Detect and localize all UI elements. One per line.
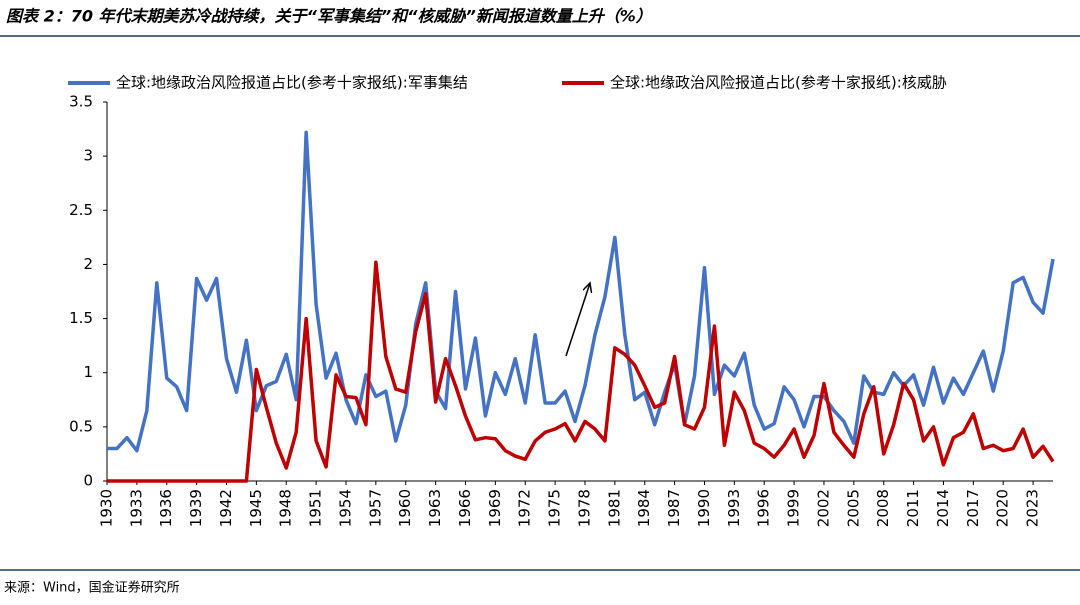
series-line — [107, 260, 1055, 483]
x-tick-label: 2002 — [814, 489, 832, 527]
x-tick-label: 1972 — [516, 489, 534, 527]
x-tick-label: 1966 — [456, 489, 474, 527]
legend-label: 全球:地缘政治风险报道占比(参考十家报纸):军事集结 — [116, 74, 468, 92]
annotation-arrow — [565, 283, 590, 357]
x-tick-label: 2020 — [994, 489, 1012, 527]
series-line — [107, 130, 1055, 453]
x-tick-label: 2023 — [1024, 489, 1042, 527]
x-tick-label: 1930 — [98, 489, 116, 527]
y-tick-label: 1 — [83, 363, 93, 381]
x-tick-label: 1951 — [307, 489, 325, 527]
x-tick-label: 1963 — [426, 489, 444, 527]
x-tick-label: 2005 — [844, 489, 862, 527]
x-tick-label: 2008 — [874, 489, 892, 527]
x-tick-label: 1933 — [127, 489, 145, 527]
x-tick-label: 1936 — [157, 489, 175, 527]
x-tick-label: 1954 — [336, 489, 354, 527]
y-tick-label: 0.5 — [69, 417, 93, 435]
y-tick-label: 3.5 — [69, 93, 93, 111]
x-tick-label: 1939 — [187, 489, 205, 527]
y-tick-label: 3 — [83, 147, 93, 165]
x-tick-label: 2011 — [904, 489, 922, 527]
y-tick-label: 2 — [83, 255, 93, 273]
x-tick-label: 1996 — [755, 489, 773, 527]
x-tick-label: 1984 — [635, 489, 653, 527]
x-tick-label: 1942 — [217, 489, 235, 527]
x-tick-label: 1987 — [665, 489, 683, 527]
x-tick-label: 1960 — [396, 489, 414, 527]
x-tick-label: 1993 — [725, 489, 743, 527]
legend-label: 全球:地缘政治风险报道占比(参考十家报纸):核威胁 — [610, 74, 947, 92]
x-tick-label: 1990 — [695, 489, 713, 527]
x-tick-label: 1957 — [366, 489, 384, 527]
x-tick-label: 1945 — [247, 489, 265, 527]
x-tick-label: 1975 — [546, 489, 564, 527]
y-tick-label: 0 — [83, 472, 93, 490]
x-tick-label: 1978 — [575, 489, 593, 527]
y-tick-label: 1.5 — [69, 309, 93, 327]
x-tick-label: 2014 — [934, 489, 952, 527]
y-tick-label: 2.5 — [69, 201, 93, 219]
x-tick-label: 1969 — [486, 489, 504, 527]
x-tick-label: 1999 — [785, 489, 803, 527]
x-tick-label: 1948 — [277, 489, 295, 527]
x-tick-label: 1981 — [605, 489, 623, 527]
source: 来源：Wind，国金证券研究所 — [4, 580, 180, 596]
x-tick-label: 2017 — [964, 489, 982, 527]
chart-title: 图表 2：70 年代末期美苏冷战持续，关于“军事集结”和“核威胁”新闻报道数量上… — [6, 7, 652, 26]
